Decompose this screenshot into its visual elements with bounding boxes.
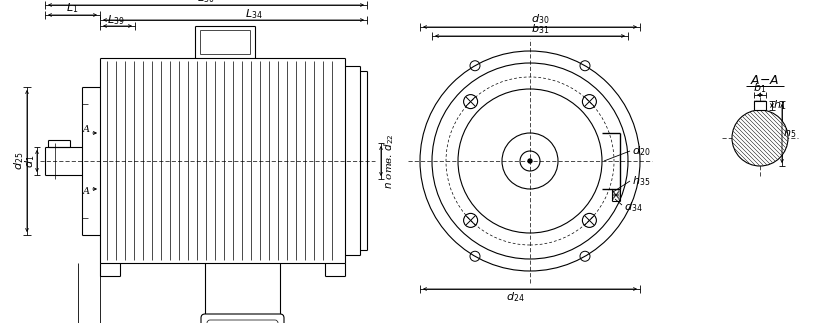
Text: $h_{1}$: $h_{1}$ — [773, 99, 786, 112]
Text: $d_{34}$: $d_{34}$ — [624, 200, 643, 214]
Text: $A{-}A$: $A{-}A$ — [750, 74, 780, 87]
Text: $n$ отв. $d_{22}$: $n$ отв. $d_{22}$ — [382, 133, 396, 189]
FancyBboxPatch shape — [207, 320, 278, 323]
Text: $d_{1}$: $d_{1}$ — [23, 154, 37, 168]
Circle shape — [528, 159, 532, 163]
Text: $L_{30}$: $L_{30}$ — [197, 0, 215, 5]
Text: $h_{35}$: $h_{35}$ — [632, 174, 650, 188]
FancyBboxPatch shape — [201, 314, 284, 323]
Text: $b_{31}$: $b_{31}$ — [531, 22, 549, 36]
Text: $L_{39}$: $L_{39}$ — [107, 13, 124, 27]
Text: A: A — [83, 187, 89, 196]
Text: $L_{34}$: $L_{34}$ — [244, 7, 263, 21]
Text: $d_{25}$: $d_{25}$ — [12, 152, 26, 170]
Text: $b_{1}$: $b_{1}$ — [753, 81, 767, 95]
Text: $d_{30}$: $d_{30}$ — [531, 12, 549, 26]
Text: A: A — [83, 126, 89, 134]
Text: $h_{5}$: $h_{5}$ — [783, 127, 796, 141]
Circle shape — [732, 110, 788, 166]
Text: $d_{20}$: $d_{20}$ — [632, 144, 650, 158]
Text: $d_{24}$: $d_{24}$ — [506, 290, 525, 304]
Text: $L_{1}$: $L_{1}$ — [66, 1, 78, 15]
Bar — [754, 101, 766, 110]
